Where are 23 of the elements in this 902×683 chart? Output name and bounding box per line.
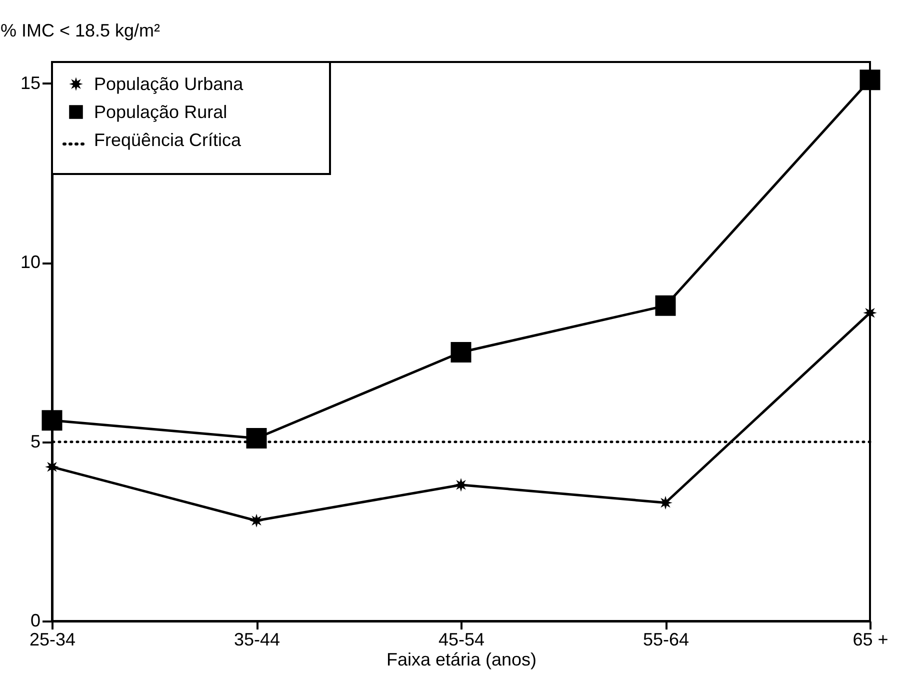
x-tick-label: 45-54 — [438, 630, 485, 650]
point — [450, 342, 472, 362]
point — [658, 496, 672, 510]
point — [45, 460, 59, 474]
point — [454, 478, 468, 492]
legend-label: População Rural — [94, 102, 228, 122]
y-tick-label: 15 — [20, 73, 40, 93]
point — [655, 295, 676, 316]
y-tick-label: 0 — [30, 610, 40, 630]
point — [246, 428, 267, 448]
x-tick-label: 55-64 — [642, 630, 690, 650]
x-tick-label: 35-44 — [234, 630, 280, 650]
legend-label: Freqüência Crítica — [94, 130, 242, 150]
legend-label: População Urbana — [94, 74, 244, 94]
x-axis-title: Faixa etária (anos) — [386, 650, 537, 670]
x-tick-label: 65 + — [852, 630, 888, 650]
point — [860, 70, 880, 90]
y-tick-label: 5 — [30, 431, 40, 452]
y-axis-title: % IMC < 18.5 kg/m² — [0, 20, 160, 40]
point — [250, 514, 264, 528]
point — [42, 410, 62, 431]
y-tick-label: 10 — [20, 252, 40, 272]
x-tick-label: 25-34 — [29, 630, 76, 650]
